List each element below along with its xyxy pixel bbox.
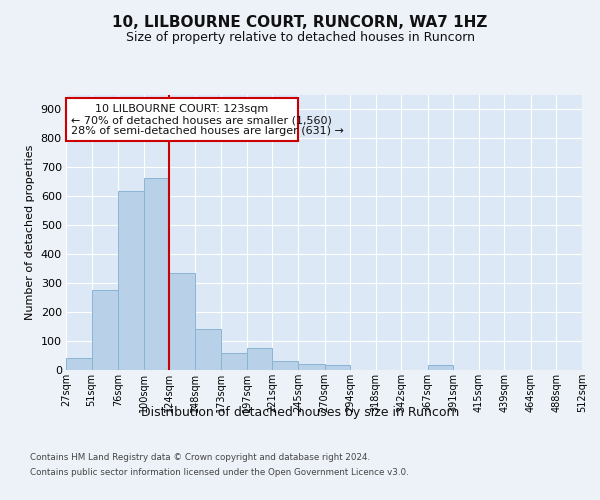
Bar [221, 352, 247, 370]
FancyBboxPatch shape [66, 98, 298, 142]
Text: Size of property relative to detached houses in Runcorn: Size of property relative to detached ho… [125, 31, 475, 44]
Bar [92, 290, 118, 370]
Y-axis label: Number of detached properties: Number of detached properties [25, 145, 35, 320]
Text: 10 LILBOURNE COURT: 123sqm: 10 LILBOURNE COURT: 123sqm [95, 104, 269, 115]
Text: Contains HM Land Registry data © Crown copyright and database right 2024.: Contains HM Land Registry data © Crown c… [30, 453, 370, 462]
Bar [272, 362, 298, 370]
Bar [118, 190, 143, 370]
Text: Distribution of detached houses by size in Runcorn: Distribution of detached houses by size … [141, 406, 459, 419]
Text: ← 70% of detached houses are smaller (1,560): ← 70% of detached houses are smaller (1,… [71, 116, 332, 126]
Bar [247, 348, 272, 370]
Bar [195, 330, 221, 370]
Bar [325, 365, 350, 370]
Bar [66, 358, 92, 370]
Text: Contains public sector information licensed under the Open Government Licence v3: Contains public sector information licen… [30, 468, 409, 477]
Text: 28% of semi-detached houses are larger (631) →: 28% of semi-detached houses are larger (… [71, 126, 344, 136]
Bar [298, 364, 325, 370]
Bar [428, 365, 453, 370]
Text: 10, LILBOURNE COURT, RUNCORN, WA7 1HZ: 10, LILBOURNE COURT, RUNCORN, WA7 1HZ [112, 15, 488, 30]
Bar [169, 273, 195, 370]
Bar [143, 178, 169, 370]
